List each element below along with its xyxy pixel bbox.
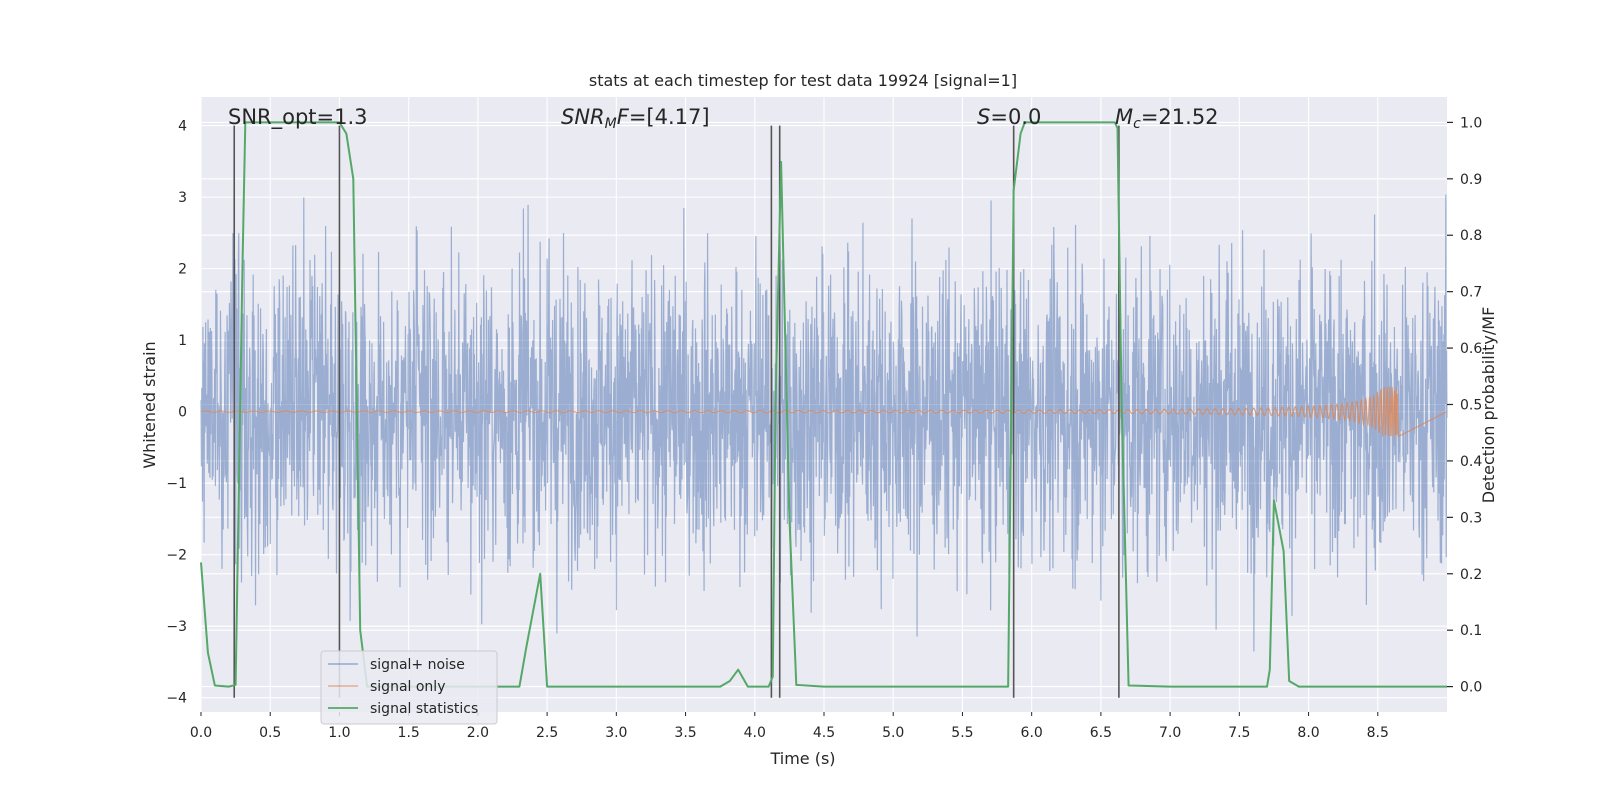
y-right-tick-label: 0.5	[1460, 398, 1482, 414]
mc-main: M	[1115, 105, 1133, 129]
series-signal-only	[200, 386, 1448, 437]
snr-mf-main: SNR	[561, 105, 605, 129]
y-right-tick-label: 0.6	[1460, 341, 1482, 357]
legend-label-noise: signal+ noise	[370, 657, 465, 673]
y-right-tick-label: 0.0	[1460, 680, 1482, 696]
x-tick-label: 4.5	[813, 725, 835, 741]
y-right-tick-label: 0.4	[1460, 454, 1482, 470]
x-tick-label: 8.0	[1297, 725, 1319, 741]
x-tick-label: 5.5	[951, 725, 973, 741]
y-left-tick-label: 3	[178, 190, 187, 206]
legend-box	[320, 650, 498, 725]
x-tick-label: 6.0	[1021, 725, 1043, 741]
x-tick-label: 6.5	[1090, 725, 1112, 741]
chart-title: stats at each timestep for test data 199…	[589, 71, 1017, 90]
x-tick-label: 3.5	[674, 725, 696, 741]
noise-trace	[200, 194, 1448, 652]
mc-value: =21.52	[1141, 105, 1219, 129]
x-axis-ticks: 0.0 0.5 1.0 1.5 2.0 2.5 3.0 3.5 4.0 4.5 5.0 5.5 6.0 6…	[190, 712, 1389, 741]
y-left-tick-label: 2	[178, 262, 187, 278]
x-tick-label: 1.0	[328, 725, 350, 741]
annotation-mc: Mc=21.52	[1115, 105, 1219, 132]
y-left-tick-label: −1	[166, 476, 187, 492]
legend-label-stats: signal statistics	[370, 701, 478, 717]
snr-mf-f: F	[617, 105, 630, 129]
series-signal-noise	[200, 194, 1448, 652]
x-tick-label: 0.0	[190, 725, 212, 741]
s-value: =0.0	[990, 105, 1041, 129]
y-right-tick-label: 0.1	[1460, 623, 1482, 639]
annotation-s: S=0.0	[977, 105, 1041, 129]
y-right-tick-label: 0.7	[1460, 285, 1482, 301]
y-right-tick-label: 0.2	[1460, 567, 1482, 583]
s-label: S	[977, 105, 990, 129]
annotation-snr-opt: SNR_opt=1.3	[228, 105, 368, 130]
y-left-tick-label: 1	[178, 333, 187, 349]
y-axis-right-label: Detection probability/MF	[1479, 307, 1498, 504]
snr-mf-value: =[4.17]	[629, 105, 710, 129]
y-right-tick-label: 0.3	[1460, 510, 1482, 526]
y-left-tick-label: 0	[178, 405, 187, 421]
legend-label-signal: signal only	[370, 679, 445, 695]
x-tick-label: 3.0	[605, 725, 627, 741]
y-left-tick-label: −2	[166, 548, 187, 564]
x-tick-label: 4.0	[744, 725, 766, 741]
legend: signal+ noise signal only signal statist…	[320, 650, 498, 725]
left-y-axis-ticks: 4 3 2 1 0 −1 −2 −3 −4	[166, 119, 187, 707]
y-left-tick-label: −3	[166, 619, 187, 635]
mc-sub: c	[1133, 116, 1141, 132]
y-right-tick-label: 0.9	[1460, 172, 1482, 188]
y-axis-left-label: Whitened strain	[140, 341, 159, 468]
x-tick-label: 7.5	[1228, 725, 1250, 741]
y-right-tick-label: 1.0	[1460, 115, 1482, 131]
x-tick-label: 0.5	[259, 725, 281, 741]
x-tick-label: 7.0	[1159, 725, 1181, 741]
x-tick-label: 2.5	[536, 725, 558, 741]
y-left-tick-label: 4	[178, 119, 187, 135]
signal-trace	[200, 386, 1448, 437]
annotation-snr-mf: SNRMF=[4.17]	[561, 105, 710, 132]
x-tick-label: 8.5	[1367, 725, 1389, 741]
series-signal-statistics	[200, 121, 1447, 688]
stats-trace	[200, 121, 1447, 688]
snr-mf-sub: M	[605, 116, 617, 132]
x-tick-label: 2.0	[467, 725, 489, 741]
x-axis-label: Time (s)	[769, 749, 835, 768]
y-left-tick-label: −4	[166, 691, 187, 707]
x-tick-label: 1.5	[398, 725, 420, 741]
y-right-tick-label: 0.8	[1460, 228, 1482, 244]
x-tick-label: 5.0	[882, 725, 904, 741]
right-y-axis-ticks: 1.0 0.9 0.8 0.7 0.6 0.5 0.4 0.3 0.2 0.1 0.0	[1447, 115, 1482, 696]
